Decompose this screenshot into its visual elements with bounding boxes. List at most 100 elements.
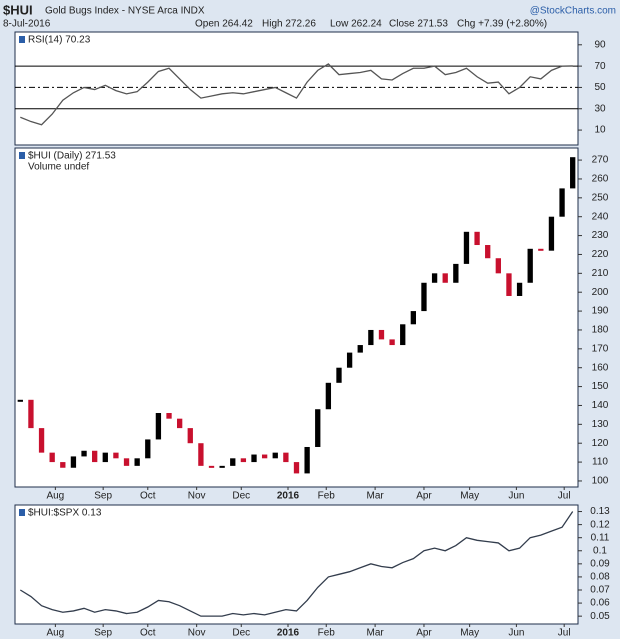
y-tick-label: 0.08 bbox=[590, 572, 610, 583]
x-tick-label: Mar bbox=[366, 491, 384, 502]
candle bbox=[527, 248, 533, 283]
candle bbox=[548, 216, 555, 251]
x-tick-label: Feb bbox=[318, 491, 336, 502]
low: Low 262.24 bbox=[330, 19, 382, 30]
candle bbox=[570, 157, 576, 189]
y-tick-label: 240 bbox=[592, 211, 609, 222]
y-tick-label: 0.06 bbox=[590, 598, 610, 609]
candle bbox=[176, 418, 183, 429]
date: 8-Jul-2016 bbox=[3, 19, 51, 30]
x-tick-label: Apr bbox=[416, 491, 432, 502]
panel bbox=[14, 504, 579, 625]
legend-label: $HUI (Daily) 271.53 bbox=[28, 151, 116, 162]
source: @StockCharts.com bbox=[530, 6, 616, 17]
x-tick-label: Feb bbox=[318, 628, 336, 639]
candle bbox=[208, 465, 215, 468]
x-tick-label: Dec bbox=[232, 628, 250, 639]
y-tick-label: 110 bbox=[592, 457, 608, 468]
legend-swatch bbox=[19, 152, 25, 159]
candle bbox=[304, 446, 310, 474]
y-tick-label: 0.11 bbox=[591, 532, 610, 543]
x-tick-label: Jun bbox=[508, 628, 524, 639]
legend-label: $HUI:$SPX 0.13 bbox=[28, 508, 102, 519]
y-tick-label: 260 bbox=[592, 174, 609, 185]
high: High 272.26 bbox=[262, 19, 316, 30]
candle bbox=[283, 452, 289, 463]
y-tick-label: 0.07 bbox=[590, 585, 610, 596]
y-tick-label: 10 bbox=[594, 125, 606, 136]
candle bbox=[410, 311, 417, 325]
x-tick-label: May bbox=[460, 628, 479, 639]
x-tick-label: Sep bbox=[94, 491, 112, 502]
y-tick-label: 210 bbox=[592, 268, 609, 279]
y-tick-label: 140 bbox=[592, 400, 609, 411]
candle bbox=[357, 345, 363, 353]
y-tick-label: 0.13 bbox=[590, 506, 610, 517]
candle bbox=[368, 329, 374, 346]
candle bbox=[134, 458, 140, 466]
y-tick-label: 190 bbox=[592, 306, 609, 317]
candle bbox=[421, 282, 427, 312]
candle bbox=[187, 428, 193, 444]
x-tick-label: Oct bbox=[140, 491, 156, 502]
line bbox=[19, 511, 574, 617]
volume-label: Volume undef bbox=[28, 162, 89, 173]
candle bbox=[219, 465, 225, 468]
candle bbox=[272, 452, 278, 459]
candle bbox=[92, 450, 98, 463]
x-tick-label: Mar bbox=[366, 628, 384, 639]
candle bbox=[400, 324, 406, 346]
y-tick-label: 0.05 bbox=[590, 611, 610, 622]
x-tick-label: Aug bbox=[46, 491, 64, 502]
change: Chg +7.39 (+2.80%) bbox=[457, 19, 547, 30]
candle bbox=[49, 452, 55, 463]
candle bbox=[336, 367, 342, 383]
x-tick-label: Nov bbox=[188, 491, 206, 502]
candle bbox=[485, 245, 491, 259]
candle bbox=[145, 439, 151, 459]
close: Close 271.53 bbox=[389, 19, 448, 30]
candle bbox=[60, 462, 66, 468]
y-tick-label: 220 bbox=[592, 249, 609, 260]
line bbox=[20, 63, 573, 126]
candle bbox=[559, 188, 565, 217]
index-name: Gold Bugs Index - NYSE Arca INDX bbox=[45, 6, 205, 17]
candle bbox=[166, 413, 172, 419]
candle bbox=[495, 258, 501, 274]
y-tick-label: 0.1 bbox=[593, 545, 607, 556]
x-tick-label: 2016 bbox=[277, 628, 300, 639]
candle bbox=[538, 248, 544, 251]
candle bbox=[378, 329, 385, 340]
y-tick-label: 100 bbox=[592, 476, 609, 487]
y-tick-label: 230 bbox=[592, 230, 609, 241]
y-tick-label: 30 bbox=[594, 103, 606, 114]
y-tick-label: 170 bbox=[592, 343, 609, 354]
y-tick-label: 200 bbox=[592, 287, 609, 298]
x-tick-label: Jun bbox=[508, 491, 524, 502]
panel bbox=[14, 31, 579, 146]
y-tick-label: 180 bbox=[592, 325, 609, 336]
candle bbox=[113, 452, 119, 459]
candle bbox=[346, 352, 353, 368]
candle bbox=[442, 273, 448, 283]
x-tick-label: Aug bbox=[46, 628, 64, 639]
y-tick-label: 90 bbox=[594, 39, 606, 50]
candle bbox=[81, 450, 87, 457]
candle bbox=[325, 382, 332, 410]
x-tick-label: Sep bbox=[94, 628, 112, 639]
y-tick-label: 0.09 bbox=[590, 558, 610, 569]
candle bbox=[70, 456, 77, 468]
x-tick-label: Apr bbox=[416, 628, 432, 639]
panel bbox=[14, 147, 579, 488]
open: Open 264.42 bbox=[195, 19, 253, 30]
y-tick-label: 120 bbox=[592, 438, 609, 449]
x-tick-label: Dec bbox=[232, 491, 250, 502]
x-tick-label: Jul bbox=[558, 491, 571, 502]
x-tick-label: May bbox=[460, 491, 479, 502]
y-tick-label: 50 bbox=[594, 82, 606, 93]
legend-label: RSI(14) 70.23 bbox=[28, 35, 91, 46]
y-tick-label: 250 bbox=[592, 192, 609, 203]
candle bbox=[315, 409, 321, 447]
candle bbox=[431, 273, 438, 283]
